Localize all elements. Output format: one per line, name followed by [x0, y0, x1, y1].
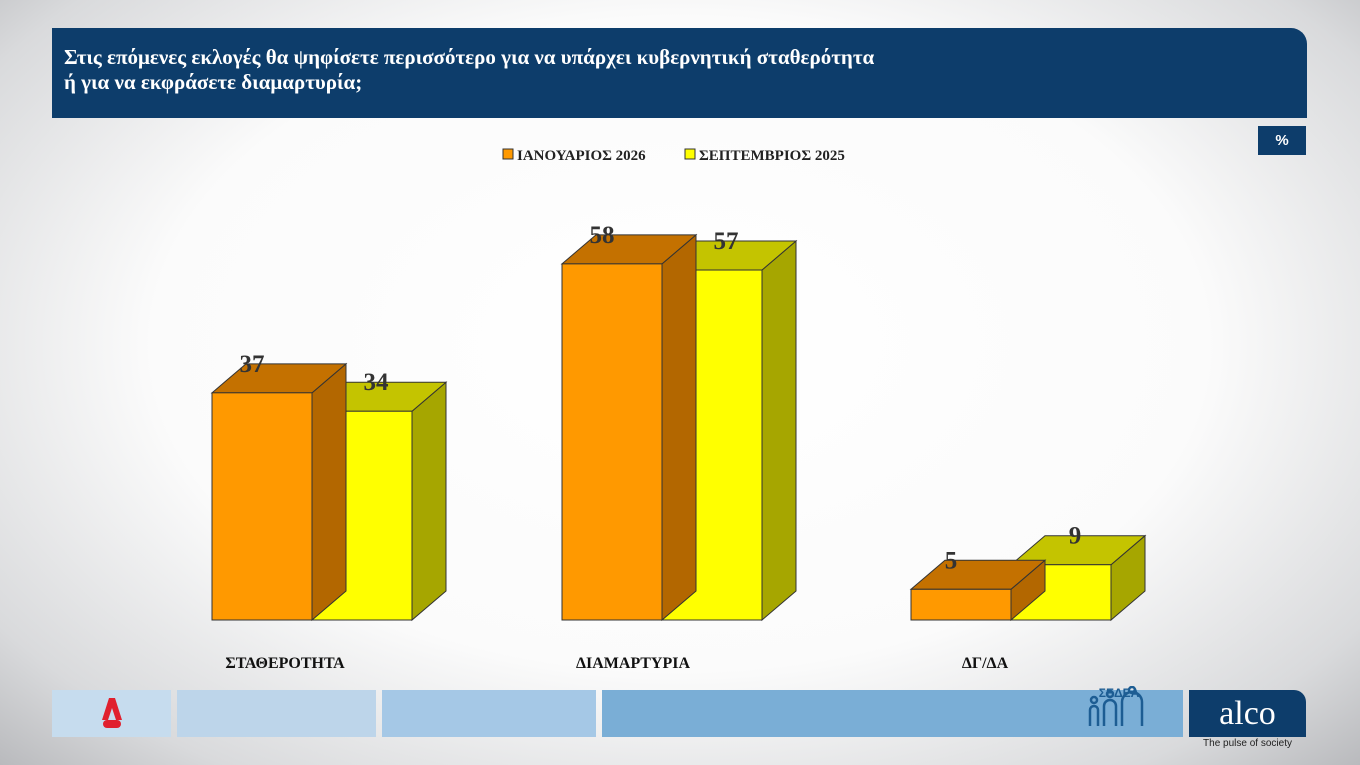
bar-front	[211, 392, 313, 621]
legend-label: ΙΑΝΟΥΑΡΙΟΣ 2026	[517, 148, 646, 164]
legend-swatch	[502, 148, 514, 160]
alpha-logo-box	[52, 690, 171, 737]
legend-swatch	[684, 148, 696, 160]
data-label: 34	[364, 369, 390, 396]
bar-front	[561, 263, 663, 621]
bar-side	[411, 381, 447, 622]
alco-logo: alco	[1189, 690, 1306, 737]
legend-label: ΣΕΠΤΕΜΒΡΙΟΣ 2025	[699, 148, 845, 164]
footer-box-3	[382, 690, 596, 737]
data-label: 37	[240, 351, 265, 378]
bar-side	[661, 233, 697, 622]
bar-front	[910, 588, 1012, 621]
bar-1-2	[1009, 534, 1147, 622]
category-label: ΔΙΑΜΑΡΤΥΡΙΑ	[576, 655, 690, 672]
bar-0-1	[560, 233, 698, 622]
data-label: 58	[590, 222, 615, 249]
bar-side	[311, 362, 347, 622]
chart-title-line-1: Στις επόμενες εκλογές θα ψηφίσετε περισσ…	[64, 45, 875, 69]
category-label: ΣΤΑΘΕΡΟΤΗΤΑ	[225, 655, 345, 672]
category-label: ΔΓ/ΔΑ	[962, 655, 1009, 672]
bar-0-2	[909, 559, 1047, 622]
data-label: 57	[714, 228, 739, 255]
chart-title-line-2: ή για να εκφράσετε διαμαρτυρία;	[64, 70, 363, 94]
alpha-news-logo	[102, 698, 122, 728]
bar-side	[761, 239, 797, 622]
sedea-logo: ΣΕΔΕΑ	[1084, 686, 1154, 742]
bar-0-0	[210, 362, 348, 622]
data-label: 5	[945, 547, 958, 574]
footer-box-4	[602, 690, 1183, 737]
unit-badge: %	[1258, 126, 1306, 155]
data-label: 9	[1069, 523, 1082, 550]
title-bar: Στις επόμενες εκλογές θα ψηφίσετε περισσ…	[52, 28, 1307, 118]
people-icon	[1088, 686, 1144, 726]
footer-box-2	[177, 690, 376, 737]
alco-tagline: The pulse of society	[1203, 738, 1292, 749]
